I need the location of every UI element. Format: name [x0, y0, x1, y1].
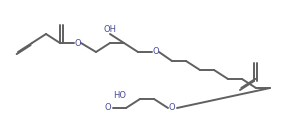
- Text: O: O: [169, 103, 175, 112]
- Text: O: O: [105, 103, 111, 112]
- Text: OH: OH: [103, 25, 117, 34]
- Text: O: O: [75, 39, 81, 48]
- Text: HO: HO: [113, 91, 126, 100]
- Text: O: O: [153, 48, 159, 56]
